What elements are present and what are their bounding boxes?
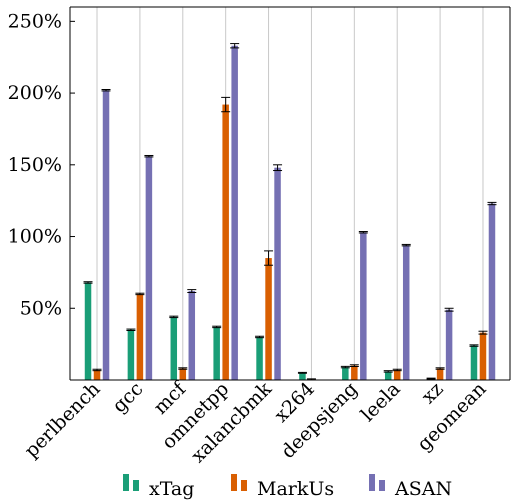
bar-xtag-mcf <box>170 316 178 380</box>
y-tick-label: 100% <box>8 226 62 248</box>
legend: xTag MarkUs ASAN <box>123 474 452 500</box>
bar-asan-omnetpp <box>231 45 238 380</box>
grid-lines <box>96 7 484 380</box>
y-tick-label: 200% <box>8 82 62 104</box>
bar-markus-gcc <box>136 293 144 380</box>
bar-markus-deepsjeng <box>351 365 358 380</box>
bar-xtag-omnetpp <box>213 326 220 380</box>
legend-item-markus: MarkUs <box>231 474 334 500</box>
legend-swatch-bar <box>133 480 139 491</box>
category-label-leela: leela <box>357 378 405 426</box>
bar-asan-perlbench <box>102 90 110 380</box>
bar-xtag-leela <box>384 371 392 380</box>
bar-asan-xz <box>445 309 453 380</box>
legend-item-asan: ASAN <box>369 474 452 500</box>
category-label-gcc: gcc <box>108 378 147 417</box>
legend-swatch-bar <box>123 474 129 491</box>
bar-asan-deepsjeng <box>360 232 367 380</box>
bar-markus-xz <box>436 368 444 380</box>
legend-swatch-bar <box>241 480 247 491</box>
x-tick-labels: perlbench gcc mcfomnetppxalancbmkx264deeps… <box>20 377 490 467</box>
category-label-perlbench: perlbench <box>20 378 104 462</box>
bar-xtag-x264 <box>299 372 306 380</box>
y-tick-label: 250% <box>8 10 62 32</box>
legend-swatch-bar <box>369 474 375 491</box>
y-tick-label: 150% <box>8 154 62 176</box>
bar-xtag-geomean <box>470 345 478 380</box>
category-label-xz: xz <box>417 378 447 408</box>
bar-xtag-deepsjeng <box>342 367 349 380</box>
bar-markus-leela <box>393 369 401 380</box>
bar-asan-geomean <box>488 203 496 380</box>
bar-xtag-gcc <box>127 329 135 380</box>
bar-asan-gcc <box>145 156 153 380</box>
bars <box>83 43 497 381</box>
bar-asan-xalancbmk <box>274 167 281 380</box>
bar-asan-leela <box>402 245 410 380</box>
legend-label: ASAN <box>394 478 452 500</box>
legend-swatch-bar <box>379 480 385 491</box>
bar-xtag-perlbench <box>84 282 92 380</box>
bar-markus-mcf <box>179 368 187 380</box>
bar-markus-xalancbmk <box>265 258 272 380</box>
y-ticks: 50% 100% 150% 200% 250% <box>8 10 75 319</box>
bar-markus-perlbench <box>93 369 101 380</box>
bar-asan-mcf <box>188 291 196 380</box>
bar-markus-geomean <box>479 332 487 380</box>
bar-xtag-xalancbmk <box>256 336 263 380</box>
y-tick-label: 50% <box>20 297 62 319</box>
axes <box>69 6 511 381</box>
legend-label: xTag <box>149 478 194 500</box>
legend-label: MarkUs <box>257 478 334 500</box>
bar-markus-omnetpp <box>222 104 229 381</box>
legend-item-xtag: xTag <box>123 474 194 500</box>
legend-swatch-bar <box>231 474 237 491</box>
